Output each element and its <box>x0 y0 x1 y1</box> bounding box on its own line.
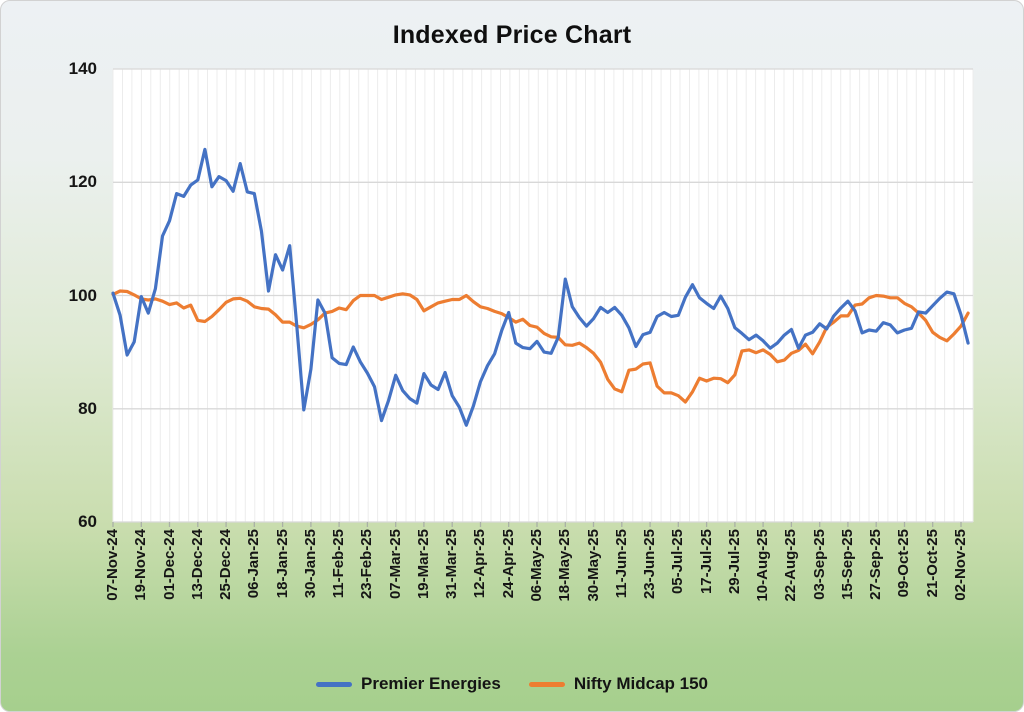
legend-item-premier-energies: Premier Energies <box>315 674 501 694</box>
y-axis-label: 100 <box>68 285 97 305</box>
y-axis-label: 80 <box>78 398 97 418</box>
y-axis-label: 120 <box>68 172 97 192</box>
x-axis-label: 19-Mar-25 <box>414 529 432 600</box>
chart-legend: Premier Energies Nifty Midcap 150 <box>1 672 1023 696</box>
x-axis-label: 06-May-25 <box>528 529 545 602</box>
x-axis-label: 12-Apr-25 <box>471 529 489 599</box>
x-axis-label: 11-Jun-25 <box>612 529 630 599</box>
series-line-premier-energies <box>111 147 970 427</box>
legend-line-swatch-blue <box>315 681 352 687</box>
y-axis-label: 140 <box>68 59 97 78</box>
legend-label: Premier Energies <box>360 674 501 693</box>
chart-title: Indexed Price Chart <box>392 21 632 49</box>
x-axis-label: 15-Sep-25 <box>838 529 856 600</box>
x-axis-label: 30-Jan-25 <box>301 529 319 599</box>
x-axis-label: 31-Mar-25 <box>443 529 461 600</box>
x-axis-label: 07-Mar-25 <box>386 529 404 600</box>
legend-line-swatch-orange <box>528 681 565 687</box>
x-axis-label: 03-Sep-25 <box>810 529 828 600</box>
x-axis-label: 11-Feb-25 <box>330 529 348 599</box>
y-axis-label: 60 <box>78 512 97 531</box>
legend-label: Nifty Midcap 150 <box>573 674 708 693</box>
legend-item-nifty-midcap-150: Nifty Midcap 150 <box>528 674 708 694</box>
x-axis-label: 27-Sep-25 <box>867 529 885 600</box>
x-axis-label: 22-Aug-25 <box>782 529 800 602</box>
x-axis-label: 25-Dec-24 <box>217 529 235 600</box>
x-axis-label: 07-Nov-24 <box>104 529 121 601</box>
x-axis-label: 01-Dec-24 <box>160 529 178 600</box>
x-axis-label: 29-Jul-25 <box>725 529 743 595</box>
x-axis-label: 23-Feb-25 <box>358 529 376 600</box>
x-axis-label: 05-Jul-25 <box>669 529 687 595</box>
x-axis-label: 17-Jul-25 <box>697 529 715 595</box>
x-axis-label: 23-Jun-25 <box>641 529 659 600</box>
x-axis-label: 02-Nov-25 <box>952 529 969 601</box>
x-axis-label: 09-Oct-25 <box>895 529 913 598</box>
x-axis-label: 18-May-25 <box>556 529 574 602</box>
x-axis-label: 24-Apr-25 <box>499 529 517 599</box>
x-axis-label: 19-Nov-24 <box>132 529 150 601</box>
x-axis-label: 21-Oct-25 <box>923 529 941 598</box>
x-axis-label: 30-May-25 <box>584 529 602 602</box>
x-axis-label: 18-Jan-25 <box>273 529 291 599</box>
x-axis-label: 13-Dec-24 <box>188 529 206 600</box>
x-axis-label: 06-Jan-25 <box>245 529 263 599</box>
x-axis-label: 10-Aug-25 <box>754 529 772 602</box>
